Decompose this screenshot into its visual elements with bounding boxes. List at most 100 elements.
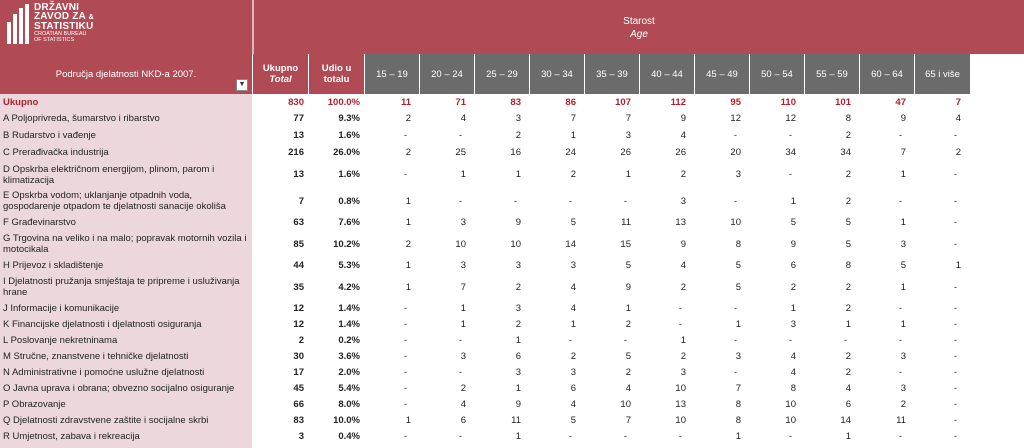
age-value-cell: 9 (515, 217, 521, 228)
age-value-cell: - (843, 334, 847, 346)
category-cell: A Poljoprivreda, šumarstvo i ribarstvo (0, 110, 253, 127)
total-cell: 216 (253, 144, 309, 161)
age-value-cell: 107 (615, 96, 631, 108)
age-value-cell: 1 (625, 169, 631, 180)
age-value-cell: 2 (680, 281, 686, 293)
age-value-cell: 2 (570, 169, 576, 180)
age-value-cell: 3 (570, 366, 576, 378)
age-value-cell: 1 (900, 217, 906, 228)
table-row: B Rudarstvo i vađenje 13 1.6% - -2 1 3 4- -2- - (0, 127, 1024, 144)
age-value-cell: - (953, 366, 957, 378)
age-value-cell: 1 (735, 430, 741, 442)
age-value-cell: 3 (900, 238, 906, 250)
age-value-cell: 10 (785, 414, 796, 426)
age-value-cell: 1 (625, 302, 631, 314)
age-value-cell: 2 (845, 195, 851, 207)
category-cell: R Umjetnost, zabava i rekreacija (0, 428, 253, 444)
share-cell: 1.4% (309, 300, 365, 316)
age-value-cell: 6 (515, 350, 521, 362)
age-value-cell: - (953, 281, 957, 293)
age-value-cell: 13 (675, 217, 686, 228)
age-value-cell: - (953, 350, 957, 362)
category-column-header: Područja djelatnosti NKD-a 2007. ▼ (0, 54, 253, 94)
age-value-cell: 3 (680, 195, 686, 207)
age-value-cell: 7 (625, 113, 631, 124)
age-value-cell: - (678, 430, 682, 442)
age-value-cell: 2 (955, 147, 961, 158)
age-value-cell: - (953, 398, 957, 410)
share-cell: 0.8% (309, 188, 365, 214)
table-row: S Ostale uslužne djelatnosti70.8%-1-112-… (0, 444, 1024, 448)
age-value-cell: 2 (405, 113, 411, 124)
age-value-cell: 1 (680, 334, 686, 346)
age-value-cell: 4 (625, 382, 631, 394)
age-value-cell: - (953, 238, 957, 250)
age-value-cell: 2 (845, 281, 851, 293)
total-cell: 45 (253, 380, 309, 396)
age-value-cell: - (733, 334, 737, 346)
age-value-cell: 9 (515, 398, 521, 410)
share-cell: 2.0% (309, 364, 365, 380)
age-value-cell: 4 (680, 260, 686, 271)
age-value-cell: - (953, 430, 957, 442)
age-value-cell: - (458, 334, 462, 346)
age-value-cell: 1 (570, 318, 576, 330)
age-value-cell: 4 (680, 130, 686, 141)
age-value-cell: 3 (735, 350, 741, 362)
age-value-cell: - (898, 130, 902, 141)
age-value-cell: 11 (400, 96, 411, 108)
age-value-cell: 2 (570, 350, 576, 362)
age-value-cell: 9 (680, 238, 686, 250)
age-value-cell: 14 (565, 238, 576, 250)
share-cell: 0.8% (309, 444, 365, 448)
category-cell: F Građevinarstvo (0, 214, 253, 231)
table-row: F Građevinarstvo 63 7.6% 1 3 9 5 11 13 10 5 5 1- (0, 214, 1024, 231)
age-value-cell: 71 (455, 96, 466, 108)
age-value-cell: - (475, 444, 530, 448)
age-value-cell: 2 (625, 318, 631, 330)
age-value-cell: 14 (840, 414, 851, 426)
table-row: P Obrazovanje 66 8.0% - 4 9 4 10 13 8 10 6 2 - (0, 396, 1024, 412)
age-value-cell: - (953, 217, 957, 228)
age-value-cell: 2 (460, 382, 466, 394)
category-cell: O Javna uprava i obrana; obvezno socijal… (0, 380, 253, 396)
age-value-cell: 34 (785, 147, 796, 158)
total-cell: 13 (253, 127, 309, 144)
category-cell: H Prijevoz i skladištenje (0, 257, 253, 274)
age-value-cell: 1 (530, 444, 585, 448)
age-value-cell: - (623, 430, 627, 442)
logo-line5: OF STATISTICS (34, 37, 75, 43)
category-header-label: Područja djelatnosti NKD-a 2007. (55, 68, 197, 80)
age-value-cell: 7 (460, 281, 466, 293)
age-value-cell: 4 (790, 366, 796, 378)
age-value-cell: 7 (570, 113, 576, 124)
category-cell: Q Djelatnosti zdravstvene zaštite i soci… (0, 412, 253, 428)
age-value-cell: - (898, 366, 902, 378)
age-value-cell: 5 (570, 217, 576, 228)
age-value-cell: 1 (900, 169, 906, 180)
age-value-cell: - (403, 366, 407, 378)
age-value-cell: - (953, 318, 957, 330)
age-value-cell: - (458, 130, 462, 141)
age-value-cell: 5 (845, 217, 851, 228)
age-value-cell: 1 (405, 260, 411, 271)
age-value-cell: 9 (625, 281, 631, 293)
total-cell: 12 (253, 300, 309, 316)
filter-dropdown-button[interactable]: ▼ (236, 79, 248, 91)
category-cell: L Poslovanje nekretninama (0, 332, 253, 348)
age-value-cell: 34 (840, 147, 851, 158)
total-cell: 30 (253, 348, 309, 364)
age-value-cell: - (953, 195, 957, 207)
age-value-cell: 10 (730, 217, 741, 228)
total-cell: 830 (253, 94, 309, 110)
age-value-cell: 3 (460, 350, 466, 362)
age-value-cell: 2 (625, 366, 631, 378)
age-value-cell: 3 (735, 169, 741, 180)
age-value-cell: 8 (735, 398, 741, 410)
share-cell: 4.2% (309, 274, 365, 300)
share-cell: 5.3% (309, 257, 365, 274)
share-cell: 5.4% (309, 380, 365, 396)
total-cell: 83 (253, 412, 309, 428)
age-value-cell: 8 (735, 414, 741, 426)
age-value-cell: 83 (510, 96, 521, 108)
